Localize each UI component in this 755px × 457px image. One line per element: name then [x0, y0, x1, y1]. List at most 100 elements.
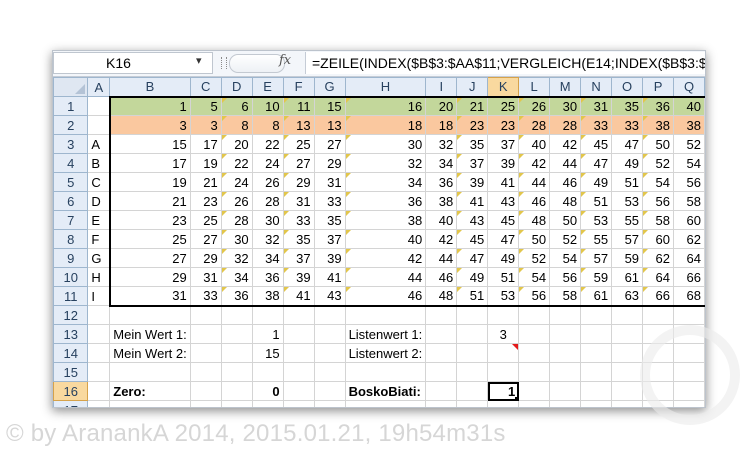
cell-o7[interactable]: 55 [611, 210, 644, 230]
cell-m8[interactable]: 52 [549, 229, 582, 249]
cell-o9[interactable]: 59 [611, 248, 644, 268]
cell-n3[interactable]: 45 [580, 134, 613, 154]
cell-b17[interactable] [109, 400, 191, 407]
cell-b8[interactable]: 25 [108, 229, 191, 249]
cell-k16[interactable]: 1 [487, 381, 520, 401]
cell-j3[interactable]: 35 [456, 134, 489, 154]
cell-i4[interactable]: 34 [425, 153, 458, 173]
cell-p9[interactable]: 62 [642, 248, 675, 268]
row-header-10[interactable]: 10 [53, 267, 89, 287]
cell-i2[interactable]: 18 [425, 115, 458, 135]
cell-g8[interactable]: 37 [313, 229, 346, 249]
cell-f13[interactable] [282, 324, 315, 344]
cell-i6[interactable]: 38 [425, 191, 458, 211]
cell-o14[interactable] [611, 343, 644, 363]
select-all-corner[interactable] [53, 77, 89, 97]
cell-k5[interactable]: 41 [487, 172, 520, 192]
cell-q11[interactable]: 68 [673, 286, 705, 307]
cell-n7[interactable]: 53 [580, 210, 613, 230]
cell-c12[interactable] [189, 305, 222, 325]
cell-b11[interactable]: 31 [108, 286, 191, 307]
cell-g15[interactable] [313, 362, 346, 382]
cell-g3[interactable]: 27 [313, 134, 346, 154]
cell-n11[interactable]: 61 [580, 286, 613, 307]
cell-c14[interactable] [189, 343, 222, 363]
cell-h5[interactable]: 34 [344, 172, 427, 192]
cell-q3[interactable]: 52 [673, 134, 705, 154]
cell-i3[interactable]: 32 [425, 134, 458, 154]
cell-l14[interactable] [518, 343, 551, 363]
cell-a10[interactable]: H [87, 267, 111, 287]
cell-d1[interactable]: 6 [220, 95, 253, 116]
cell-k15[interactable] [487, 362, 520, 382]
cell-d14[interactable] [220, 343, 253, 363]
cell-n1[interactable]: 31 [580, 95, 613, 116]
cell-m7[interactable]: 50 [549, 210, 582, 230]
cell-o8[interactable]: 57 [611, 229, 644, 249]
cell-g14[interactable] [313, 343, 346, 363]
cell-m17[interactable] [549, 400, 582, 407]
cell-d15[interactable] [220, 362, 253, 382]
cell-f17[interactable] [282, 400, 315, 407]
cell-n9[interactable]: 57 [580, 248, 613, 268]
cell-k6[interactable]: 43 [487, 191, 520, 211]
cell-q6[interactable]: 58 [673, 191, 705, 211]
cell-c13[interactable] [189, 324, 222, 344]
cell-h6[interactable]: 36 [344, 191, 427, 211]
cell-h8[interactable]: 40 [344, 229, 427, 249]
cell-f3[interactable]: 25 [282, 134, 315, 154]
cell-c9[interactable]: 29 [189, 248, 222, 268]
cell-o11[interactable]: 63 [611, 286, 644, 307]
cell-f7[interactable]: 33 [282, 210, 315, 230]
cell-k1[interactable]: 25 [487, 95, 520, 116]
cell-m5[interactable]: 46 [549, 172, 582, 192]
cell-b6[interactable]: 21 [108, 191, 191, 211]
cell-g16[interactable] [313, 381, 346, 401]
cell-f8[interactable]: 35 [282, 229, 315, 249]
cell-d11[interactable]: 36 [220, 286, 253, 307]
cell-o1[interactable]: 35 [611, 95, 644, 116]
cell-d16[interactable] [220, 381, 253, 401]
name-box[interactable]: K16 [53, 52, 213, 74]
cell-p1[interactable]: 36 [642, 95, 675, 116]
cell-k10[interactable]: 51 [487, 267, 520, 287]
cell-e6[interactable]: 28 [251, 191, 284, 211]
cell-k11[interactable]: 53 [487, 286, 520, 307]
cell-h10[interactable]: 44 [344, 267, 427, 287]
cell-m15[interactable] [549, 362, 582, 382]
cell-g12[interactable] [313, 305, 346, 325]
cell-e2[interactable]: 8 [251, 115, 284, 135]
row-header-13[interactable]: 13 [53, 324, 89, 344]
cell-d13[interactable] [220, 324, 253, 344]
cell-e8[interactable]: 32 [251, 229, 284, 249]
row-header-9[interactable]: 9 [53, 248, 89, 268]
cell-a16[interactable] [87, 381, 111, 401]
cell-e10[interactable]: 36 [251, 267, 284, 287]
cell-b4[interactable]: 17 [108, 153, 191, 173]
cell-f9[interactable]: 37 [282, 248, 315, 268]
cell-j5[interactable]: 39 [456, 172, 489, 192]
cell-d5[interactable]: 24 [220, 172, 253, 192]
cell-c15[interactable] [189, 362, 222, 382]
cell-c1[interactable]: 5 [189, 95, 222, 116]
cell-c17[interactable] [189, 400, 222, 407]
cell-g2[interactable]: 13 [313, 115, 346, 135]
cell-d10[interactable]: 34 [220, 267, 253, 287]
cell-n10[interactable]: 59 [580, 267, 613, 287]
cell-h17[interactable] [344, 400, 427, 407]
cell-e3[interactable]: 22 [251, 134, 284, 154]
row-header-12[interactable]: 12 [53, 305, 89, 325]
cell-l12[interactable] [518, 305, 551, 325]
cell-g17[interactable] [313, 400, 346, 407]
cell-n13[interactable] [580, 324, 613, 344]
cell-l13[interactable] [518, 324, 551, 344]
cell-i9[interactable]: 44 [425, 248, 458, 268]
cell-g7[interactable]: 35 [313, 210, 346, 230]
cell-f4[interactable]: 27 [282, 153, 315, 173]
cell-l6[interactable]: 46 [518, 191, 551, 211]
cell-c8[interactable]: 27 [189, 229, 222, 249]
cell-e11[interactable]: 38 [251, 286, 284, 307]
cell-p11[interactable]: 66 [642, 286, 675, 307]
cell-o13[interactable] [611, 324, 644, 344]
cell-a14[interactable] [87, 343, 111, 363]
